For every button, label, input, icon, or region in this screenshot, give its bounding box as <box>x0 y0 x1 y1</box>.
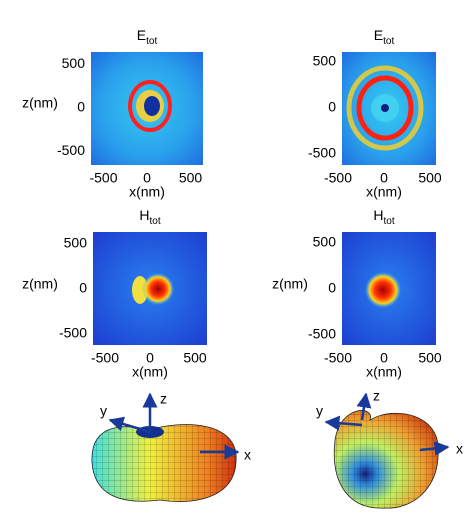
x-tick-label: -500 <box>324 350 352 366</box>
panel-title: Htot <box>139 207 160 227</box>
title-main: H <box>139 207 149 223</box>
title-main: E <box>137 27 146 43</box>
title-sub: tot <box>383 36 394 47</box>
x-tick-label: 500 <box>418 170 442 186</box>
y-tick-label: 500 <box>62 55 86 71</box>
x-axis-label: x(nm) <box>129 184 165 200</box>
y-tick-label: 500 <box>313 53 337 69</box>
y-tick-label: 500 <box>64 235 88 251</box>
y-tick-label: -500 <box>308 326 336 342</box>
field-map <box>342 232 436 345</box>
y-tick-label: -500 <box>59 325 87 341</box>
x-axis-label: x(nm) <box>366 364 402 380</box>
x-tick-label: 0 <box>143 170 151 186</box>
y-axis-label: z(nm) <box>22 95 58 111</box>
x-axis-label: x(nm) <box>366 184 402 200</box>
field-map <box>91 52 203 165</box>
y-axis-label: z(nm) <box>272 276 308 292</box>
x-tick-label: 0 <box>380 350 388 366</box>
axis-name: z <box>160 391 167 407</box>
axis-name: z <box>373 388 380 404</box>
y-tick-label: 0 <box>328 99 336 115</box>
x-tick-label: 500 <box>179 170 203 186</box>
x-axis-label: x(nm) <box>132 364 168 380</box>
y-tick-label: 500 <box>313 234 337 250</box>
y-tick-label: 0 <box>328 280 336 296</box>
y-tick-label: 0 <box>79 280 87 296</box>
radiation-pattern <box>333 410 439 509</box>
field-map <box>342 52 436 165</box>
panel-title: Etot <box>137 27 158 47</box>
radiation-pattern <box>91 424 237 502</box>
axis-name: x <box>456 441 463 457</box>
panel-title: Etot <box>374 27 395 47</box>
title-main: E <box>374 27 383 43</box>
x-tick-label: 500 <box>418 350 442 366</box>
title-sub: tot <box>384 216 395 227</box>
axis-arrows <box>108 392 450 460</box>
panel-title: Htot <box>373 207 394 227</box>
y-tick-label: -500 <box>308 145 336 161</box>
axis-name: y <box>100 403 107 419</box>
x-tick-label: 0 <box>380 170 388 186</box>
y-tick-label: 0 <box>77 99 85 115</box>
axis-name: y <box>316 403 323 419</box>
title-sub: tot <box>146 36 157 47</box>
title-sub: tot <box>150 216 161 227</box>
y-tick-label: -500 <box>57 142 85 158</box>
x-tick-label: -500 <box>324 170 352 186</box>
x-tick-label: -500 <box>91 350 119 366</box>
field-map <box>93 232 207 345</box>
x-tick-label: 0 <box>146 350 154 366</box>
x-tick-label: -500 <box>89 170 117 186</box>
x-tick-label: 500 <box>183 350 207 366</box>
title-main: H <box>373 207 383 223</box>
axis-name: x <box>244 447 251 463</box>
y-axis-label: z(nm) <box>22 276 58 292</box>
